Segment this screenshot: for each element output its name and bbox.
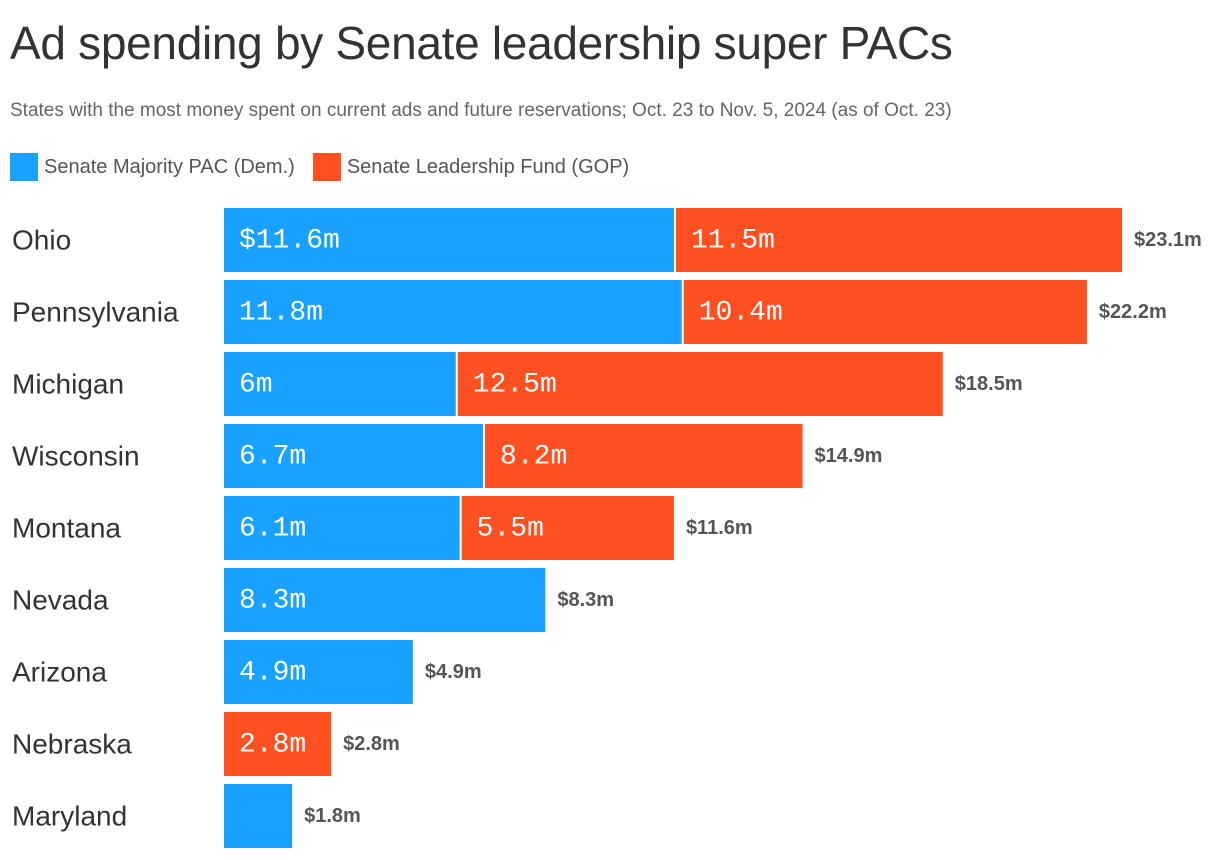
chart-subtitle: States with the most money spent on curr…	[10, 100, 952, 121]
total-value-label: $18.5m	[955, 373, 1023, 395]
total-value-label: $1.8m	[304, 805, 361, 827]
total-value-label: $8.3m	[557, 589, 614, 611]
segment-value-label: 10.4m	[699, 298, 783, 329]
bar-segment-gop	[683, 280, 1087, 344]
segment-value-label: 8.2m	[500, 442, 567, 473]
total-value-label: $4.9m	[425, 661, 482, 683]
bar-segment-gop	[461, 496, 674, 560]
bar-segment-gop	[457, 352, 943, 416]
legend-item-gop: Senate Leadership Fund (GOP)	[312, 153, 630, 181]
category-label: Maryland	[12, 801, 127, 832]
segment-value-label: $11.6m	[239, 226, 340, 257]
category-label: Montana	[12, 513, 121, 544]
segment-value-label: 6.1m	[239, 514, 306, 545]
total-value-label: $22.2m	[1099, 301, 1167, 323]
total-value-label: $14.9m	[815, 445, 883, 467]
bar-segment-dem	[224, 280, 682, 344]
category-label: Nevada	[12, 585, 109, 616]
legend-swatch-gop	[312, 153, 341, 181]
category-label: Michigan	[12, 369, 124, 400]
bar-segment-dem	[224, 640, 413, 704]
category-label: Arizona	[12, 657, 107, 688]
segment-value-label: 5.5m	[477, 514, 544, 545]
category-label: Pennsylvania	[12, 297, 179, 328]
segment-value-label: 12.5m	[473, 370, 557, 401]
category-label: Ohio	[12, 225, 71, 256]
legend-item-dem: Senate Majority PAC (Dem.)	[10, 153, 295, 181]
segment-value-label: 2.8m	[239, 730, 306, 761]
bar-segment-gop	[224, 712, 332, 776]
total-value-label: $11.6m	[686, 517, 753, 539]
bar-segment-gop	[485, 424, 803, 488]
bar-segment-dem	[224, 496, 460, 560]
category-label: Wisconsin	[12, 441, 140, 472]
legend-label-gop: Senate Leadership Fund (GOP)	[346, 155, 630, 178]
segment-value-label: 11.5m	[691, 226, 775, 257]
bar-segment-dem	[224, 784, 293, 848]
bar-segment-dem	[224, 424, 484, 488]
legend-label-dem: Senate Majority PAC (Dem.)	[44, 155, 295, 178]
legend: Senate Majority PAC (Dem.) Senate Leader…	[10, 153, 647, 181]
segment-value-label: 4.9m	[239, 658, 306, 689]
total-value-label: $2.8m	[343, 733, 400, 755]
bar-segment-dem	[224, 568, 546, 632]
segment-value-label: 6.7m	[239, 442, 306, 473]
legend-swatch-dem	[10, 153, 38, 181]
segment-value-label: 11.8m	[239, 298, 323, 329]
segment-value-label: 6m	[239, 370, 273, 401]
bar-segment-dem	[224, 208, 674, 272]
bar-segment-dem	[224, 352, 456, 416]
bar-segment-gop	[675, 208, 1122, 272]
chart-title: Ad spending by Senate leadership super P…	[10, 17, 953, 69]
total-value-label: $23.1m	[1134, 229, 1202, 251]
segment-value-label: 8.3m	[239, 586, 306, 617]
category-label: Nebraska	[12, 729, 132, 760]
